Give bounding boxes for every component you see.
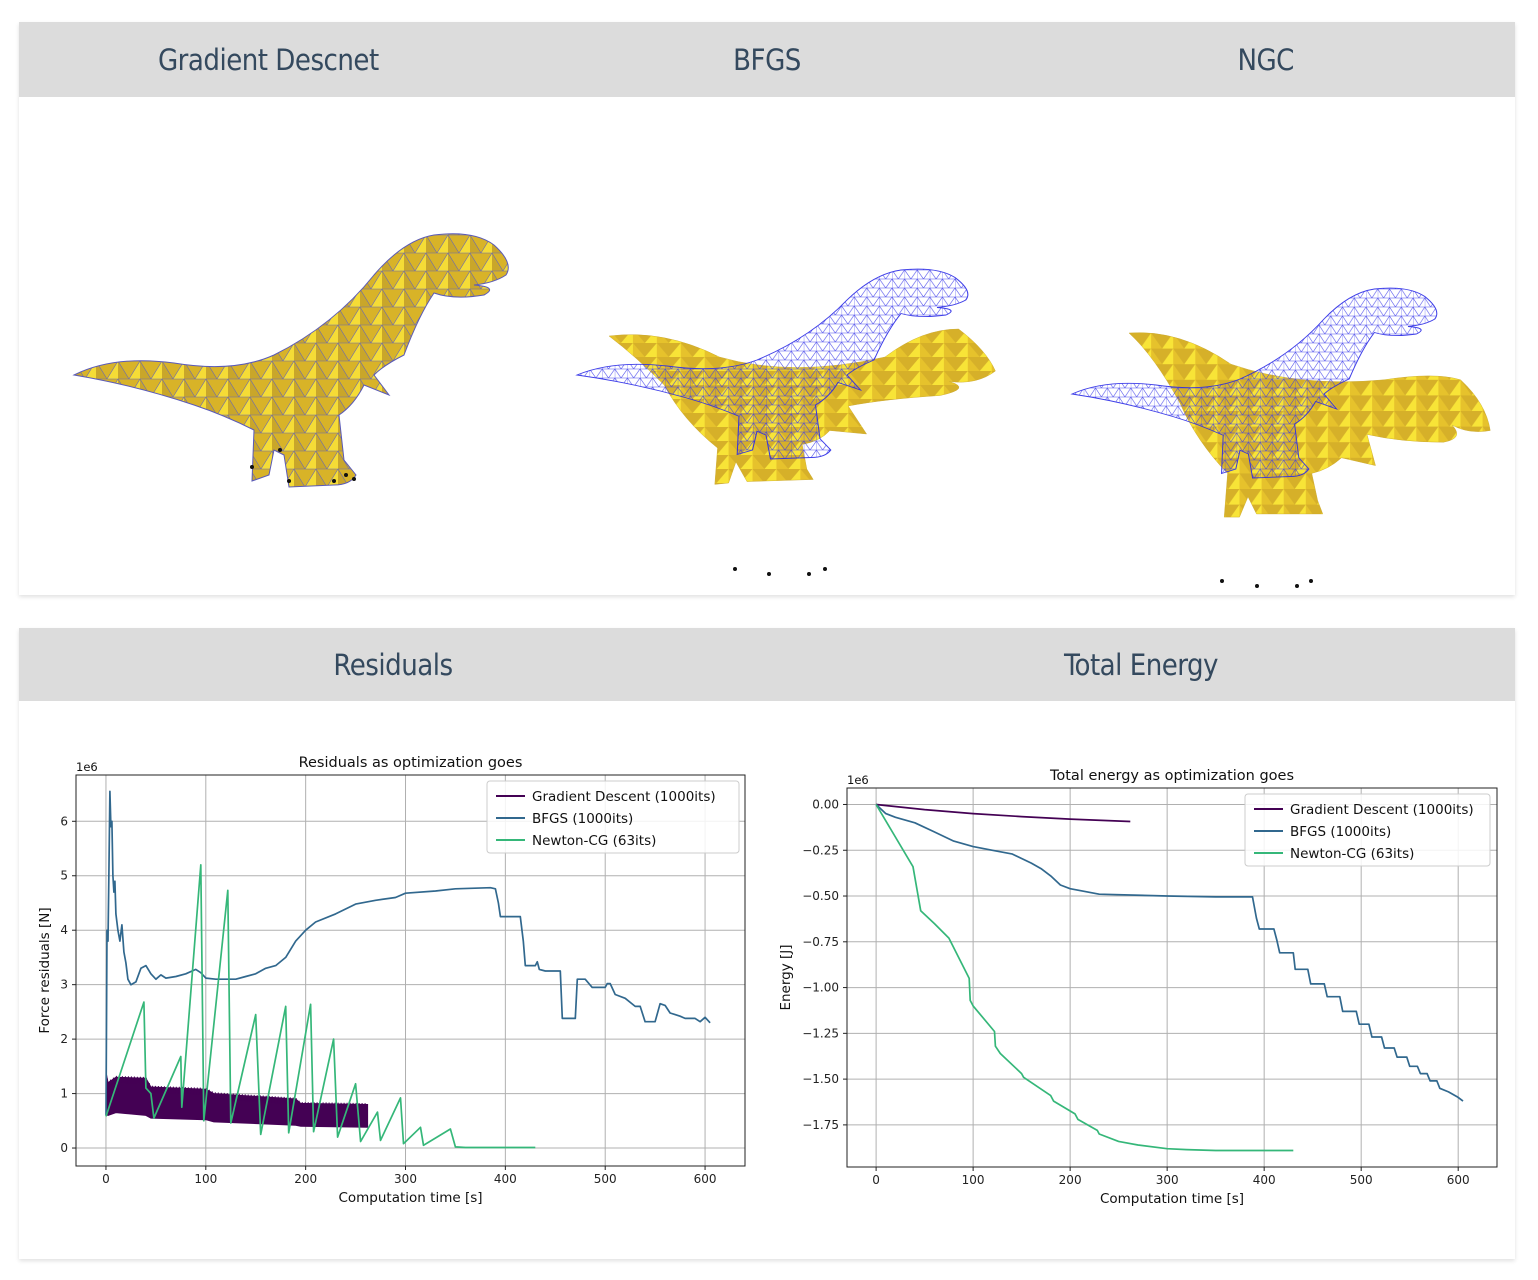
y-tick-label: −1.50 bbox=[802, 1072, 839, 1086]
legend-entry: Gradient Descent (1000its) bbox=[1290, 802, 1474, 818]
x-tick-label: 300 bbox=[1156, 1173, 1179, 1187]
x-tick-label: 200 bbox=[294, 1172, 317, 1186]
x-tick-label: 500 bbox=[594, 1172, 617, 1186]
x-tick-label: 100 bbox=[962, 1173, 985, 1187]
legend-entry: BFGS (1000its) bbox=[532, 811, 633, 827]
y-tick-label: 4 bbox=[60, 923, 68, 937]
legend-entry: BFGS (1000its) bbox=[1290, 824, 1391, 840]
legend-entry: Newton-CG (63its) bbox=[532, 833, 656, 849]
x-tick-label: 600 bbox=[694, 1172, 717, 1186]
y-tick-label: −0.50 bbox=[802, 889, 839, 903]
residuals-chart: 0 100 200 300 400 500 600 0 1 2 3 4 5 6 Residuals as o… bbox=[37, 755, 746, 1206]
legend-entry: Gradient Descent (1000its) bbox=[532, 789, 716, 805]
y-tick-label: 1 bbox=[60, 1087, 68, 1101]
series-newton-cg-line bbox=[105, 864, 536, 1149]
chart-title: Total energy as optimization goes bbox=[1049, 768, 1294, 784]
charts-card: Residuals Total Energy bbox=[19, 628, 1515, 1259]
plot-area bbox=[105, 790, 711, 1149]
column-title-bfgs: BFGS bbox=[733, 42, 801, 77]
column-title-ngc: NGC bbox=[1237, 42, 1294, 77]
mesh-card-header: Gradient Descnet BFGS NGC bbox=[19, 22, 1515, 97]
series-newton-cg-line bbox=[875, 804, 1294, 1152]
y-tick-label: 6 bbox=[60, 814, 68, 828]
y-tick-label: −1.75 bbox=[802, 1118, 839, 1132]
chart-legend: Gradient Descent (1000its) BFGS (1000its)… bbox=[1244, 793, 1491, 867]
legend-box bbox=[1244, 793, 1491, 867]
y-tick-label: −0.75 bbox=[802, 935, 839, 949]
column-title-residuals: Residuals bbox=[333, 647, 453, 682]
x-tick-label: 100 bbox=[194, 1172, 217, 1186]
y-axis-label: Energy [J] bbox=[778, 944, 794, 1010]
legend-box bbox=[486, 780, 740, 854]
x-axis-label: Computation time [s] bbox=[1100, 1191, 1244, 1207]
dinosaur-mesh-gradient-descent bbox=[73, 233, 509, 488]
mesh-images bbox=[73, 233, 1491, 588]
x-tick-label: 500 bbox=[1350, 1173, 1373, 1187]
x-tick-label: 200 bbox=[1059, 1173, 1082, 1187]
axis-offset-label: 1e6 bbox=[76, 760, 98, 774]
charts-card-header: Residuals Total Energy bbox=[19, 628, 1515, 701]
y-tick-label: −0.25 bbox=[802, 843, 839, 857]
y-tick-label: 3 bbox=[60, 978, 68, 992]
series-gradient-line bbox=[876, 803, 1131, 823]
y-tick-label: 0 bbox=[60, 1141, 68, 1155]
x-tick-label: 0 bbox=[872, 1173, 880, 1187]
energy-chart: 0 100 200 300 400 500 600 0.00 −0.25 −0.50 −0.75 −1… bbox=[778, 768, 1498, 1207]
chart-legend: Gradient Descent (1000its) BFGS (1000its)… bbox=[486, 780, 740, 854]
axes-frame bbox=[75, 774, 746, 1167]
x-tick-label: 400 bbox=[1253, 1173, 1276, 1187]
axis-offset-label: 1e6 bbox=[847, 773, 869, 787]
y-tick-label: 5 bbox=[60, 869, 68, 883]
y-tick-label: 0.00 bbox=[812, 797, 839, 811]
axes-frame bbox=[846, 787, 1498, 1168]
column-title-total-energy: Total Energy bbox=[1064, 647, 1219, 682]
dinosaur-mesh-ngc bbox=[1071, 287, 1491, 588]
y-tick-label: −1.00 bbox=[802, 981, 839, 995]
series-bfgs-line bbox=[875, 803, 1464, 1102]
series-bfgs-line bbox=[105, 790, 711, 1116]
y-tick-label: −1.25 bbox=[802, 1026, 839, 1040]
x-tick-label: 600 bbox=[1447, 1173, 1470, 1187]
x-tick-label: 300 bbox=[394, 1172, 417, 1186]
legend-entry: Newton-CG (63its) bbox=[1290, 846, 1414, 862]
y-axis-label: Force residuals [N] bbox=[37, 907, 53, 1033]
y-tick-label: 2 bbox=[60, 1032, 68, 1046]
plot-area bbox=[875, 803, 1464, 1152]
column-title-gradient-descent: Gradient Descnet bbox=[157, 42, 379, 77]
x-tick-label: 0 bbox=[102, 1172, 110, 1186]
chart-title: Residuals as optimization goes bbox=[299, 755, 523, 771]
dinosaur-mesh-bfgs bbox=[576, 268, 996, 576]
x-tick-label: 400 bbox=[494, 1172, 517, 1186]
x-axis-label: Computation time [s] bbox=[338, 1190, 482, 1206]
mesh-comparison-card: Gradient Descnet BFGS NGC bbox=[19, 22, 1515, 595]
